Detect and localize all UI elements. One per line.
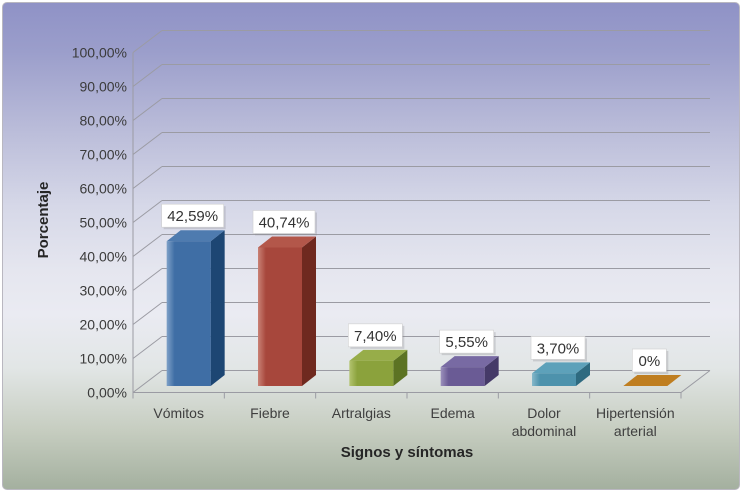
y-axis-title: Porcentaje [35, 181, 52, 259]
bar-side-face [210, 230, 225, 386]
gridline-depth-connector [132, 268, 163, 291]
y-tick-label: 0,00% [87, 385, 127, 401]
y-tick-label: 80,00% [80, 113, 127, 129]
bar-top-face [166, 230, 225, 242]
data-label-box [348, 323, 403, 348]
y-tick-label: 100,00% [72, 45, 127, 61]
bar-Dolor abdominal: 3,70% [530, 336, 590, 386]
bar-Artralgias: 7,40% [348, 323, 408, 386]
category-label: abdominal [512, 423, 577, 439]
category-label: Hipertensión [596, 405, 675, 421]
y-tick-label: 20,00% [80, 317, 127, 333]
category-label: arterial [614, 423, 657, 439]
data-label-box [530, 336, 586, 360]
bar-Edema: 5,55% [439, 329, 499, 386]
bar-front-face [166, 241, 211, 386]
gridline-depth-connector [132, 30, 163, 53]
bar-front-face [440, 367, 485, 386]
data-label: 0% [638, 353, 660, 370]
gridline-depth-connector [132, 302, 163, 325]
y-tick-label: 40,00% [80, 249, 127, 265]
y-tick-label: 50,00% [80, 215, 127, 231]
gridline-depth-connector [132, 370, 163, 393]
floor-right-edge [680, 370, 711, 393]
y-tick-label: 30,00% [80, 283, 127, 299]
bar-side-face [484, 356, 499, 386]
gridline-depth-connector [132, 336, 163, 359]
category-label: Dolor [527, 405, 561, 421]
gridline-depth-connector [132, 132, 163, 155]
category-labels: Vómitos Fiebre Artralgias Edema Dolor abdomin… [153, 405, 674, 439]
category-label: Fiebre [250, 405, 290, 421]
y-tick-label: 60,00% [80, 181, 127, 197]
data-label: 3,70% [537, 340, 580, 357]
data-label-box [632, 348, 667, 373]
data-label: 7,40% [354, 328, 397, 345]
data-label-box [252, 210, 316, 234]
bar-Vómitos: 42,59% [161, 203, 226, 386]
bar-Fiebre: 40,74% [252, 210, 317, 386]
bar-side-face [302, 236, 316, 386]
bar-Hipertensión arterial: 0% [623, 348, 682, 386]
bar-top-face [258, 236, 316, 248]
gridline-depth-connector [132, 200, 163, 223]
bar-top-face [349, 349, 408, 361]
gridlines: 0,00% 10,00% 20,00% 30,00% 40,00% 50,00% 60,00… [72, 30, 710, 401]
gridline-depth-connector [132, 234, 163, 257]
bar-side-face [576, 362, 590, 386]
bar-front-face [349, 360, 394, 386]
data-label: 42,59% [167, 208, 218, 225]
data-label-box [439, 329, 494, 354]
gridline-depth-connector [132, 64, 163, 87]
axes [132, 52, 711, 399]
data-label: 40,74% [259, 214, 310, 231]
y-tick-label: 70,00% [80, 147, 127, 163]
y-tick-label: 10,00% [80, 351, 127, 367]
bar-side-face [393, 349, 408, 386]
gridline-depth-connector [132, 166, 163, 189]
bar-top-face [532, 362, 590, 374]
data-label-box [161, 203, 224, 228]
bar-front-face [258, 247, 302, 386]
category-label: Edema [430, 405, 475, 421]
bar-front-face [532, 373, 576, 386]
category-label: Artralgias [332, 405, 391, 421]
bar-flat-face [623, 375, 682, 386]
y-tick-label: 90,00% [80, 79, 127, 95]
category-label: Vómitos [153, 405, 204, 421]
x-axis-title: Signos y síntomas [340, 444, 474, 461]
gridline-depth-connector [132, 98, 163, 121]
data-label: 5,55% [445, 334, 488, 351]
bar-top-face [440, 356, 499, 368]
